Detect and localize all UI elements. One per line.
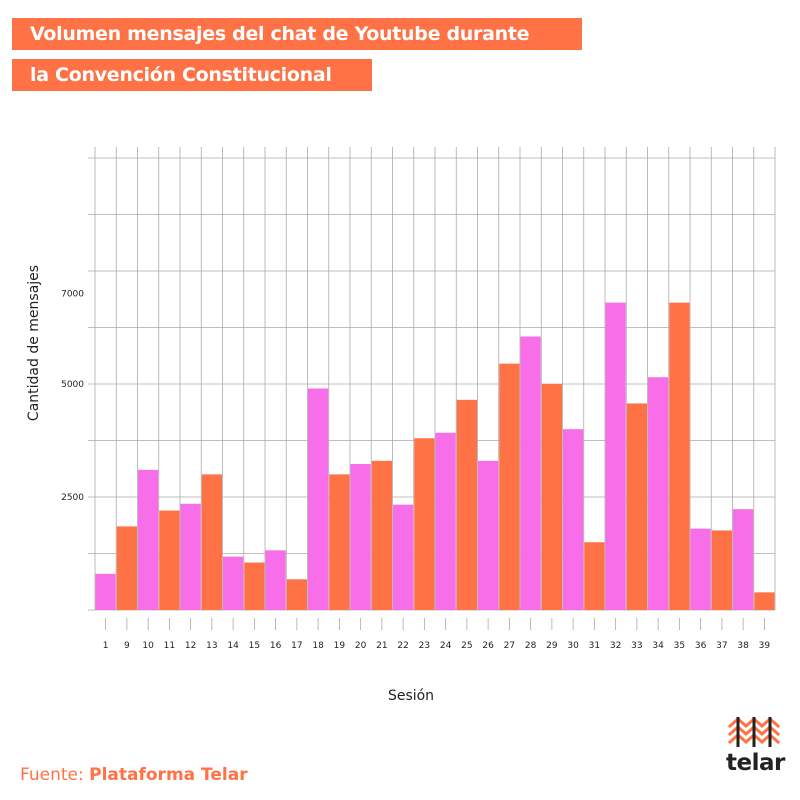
bar-sesion-31	[584, 542, 605, 610]
x-tick-label: 29	[546, 641, 558, 651]
x-tick-label: 20	[355, 641, 367, 651]
bar-sesion-9	[116, 526, 137, 610]
x-tick-label: 12	[185, 641, 196, 651]
x-tick-label: 11	[164, 641, 175, 651]
x-tick-label: 16	[270, 641, 282, 651]
x-axis-title: Sesión	[388, 688, 434, 704]
bar-sesion-10	[138, 469, 159, 610]
bar-sesion-17	[286, 579, 307, 610]
chart-title-line-1: Volumen mensajes del chat de Youtube dur…	[12, 18, 582, 50]
bar-sesion-29	[541, 384, 562, 610]
x-tick-label: 27	[504, 641, 515, 651]
x-tick-label: 22	[397, 641, 408, 651]
x-tick-label: 18	[312, 641, 324, 651]
x-tick-label: 23	[419, 641, 430, 651]
x-tick-label: 33	[631, 641, 642, 651]
x-tick-label: 28	[525, 641, 537, 651]
bar-sesion-32	[605, 302, 626, 610]
bar-sesion-21	[371, 460, 392, 610]
x-tick-label: 21	[376, 641, 387, 651]
x-tick-label: 13	[206, 641, 217, 651]
x-tick-label: 25	[461, 641, 472, 651]
x-tick-label: 38	[737, 641, 749, 651]
x-tick-label: 15	[249, 641, 260, 651]
bar-sesion-19	[329, 474, 350, 610]
bar-sesion-11	[159, 510, 180, 610]
bar-sesion-1	[95, 573, 116, 610]
y-tick-label: 5000	[61, 380, 84, 390]
x-tick-label: 14	[227, 641, 239, 651]
x-tick-label: 31	[589, 641, 600, 651]
bar-sesion-37	[711, 530, 732, 610]
bar-sesion-22	[393, 504, 414, 610]
x-tick-label: 36	[695, 641, 707, 651]
source-prefix: Fuente:	[20, 765, 90, 785]
bar-sesion-16	[265, 550, 286, 610]
x-tick-label: 30	[567, 641, 579, 651]
chart-title-line-2: la Convención Constitucional	[12, 59, 372, 91]
bar-sesion-24	[435, 432, 456, 610]
bar-sesion-25	[456, 399, 477, 610]
bar-sesion-27	[499, 363, 520, 610]
x-tick-label: 9	[124, 641, 130, 651]
x-tick-label: 34	[652, 641, 664, 651]
bar-sesion-34	[648, 377, 669, 610]
bar-sesion-12	[180, 503, 201, 610]
bar-sesion-15	[244, 562, 265, 610]
bar-sesion-20	[350, 464, 371, 610]
source-note: Fuente: Plataforma Telar	[20, 765, 248, 785]
x-tick-label: 19	[334, 641, 346, 651]
bar-sesion-39	[754, 592, 775, 610]
telar-logo-icon	[727, 717, 781, 747]
logo-text: telar	[726, 750, 785, 776]
x-tick-label: 1	[103, 641, 109, 651]
x-tick-label: 32	[610, 641, 621, 651]
x-tick-label: 17	[291, 641, 302, 651]
x-tick-label: 37	[716, 641, 727, 651]
bar-sesion-38	[733, 509, 754, 610]
y-tick-labels: 2500 5000 7000	[61, 290, 84, 503]
bar-sesion-30	[563, 429, 584, 610]
x-tick-labels: 1 9 10 11 12 13 14 15 16 17 18 19 20 21 22 23 24 25 26 27 28…	[103, 618, 771, 651]
bar-sesion-35	[669, 302, 690, 610]
telar-logo: telar	[726, 714, 785, 788]
bar-sesion-13	[201, 474, 222, 610]
x-tick-label: 10	[142, 641, 154, 651]
bar-sesion-23	[414, 438, 435, 610]
bar-sesion-14	[223, 556, 244, 610]
bar-sesion-33	[626, 403, 647, 610]
bar-sesion-18	[308, 388, 329, 610]
bar-sesion-36	[690, 528, 711, 610]
y-axis-title: Cantidad de mensajes	[26, 265, 42, 421]
bar-sesion-28	[520, 336, 541, 610]
x-tick-label: 39	[759, 641, 771, 651]
bars	[95, 302, 775, 610]
y-tick-label: 7000	[61, 290, 84, 300]
source-name: Plataforma Telar	[89, 765, 248, 785]
x-tick-label: 24	[440, 641, 452, 651]
x-tick-label: 35	[674, 641, 685, 651]
bar-sesion-26	[478, 460, 499, 610]
x-tick-label: 26	[482, 641, 494, 651]
y-tick-label: 2500	[61, 493, 84, 503]
